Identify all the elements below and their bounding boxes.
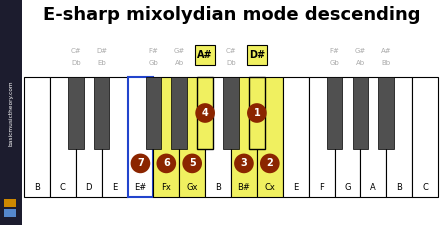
Text: A#: A# <box>197 50 213 60</box>
Text: D: D <box>85 184 92 193</box>
Bar <box>50 77 76 197</box>
Text: E: E <box>112 184 117 193</box>
Text: Ab: Ab <box>356 60 365 66</box>
Text: Cx: Cx <box>264 184 275 193</box>
Circle shape <box>182 154 202 173</box>
Bar <box>154 77 179 197</box>
Bar <box>378 77 394 149</box>
Bar <box>205 77 231 197</box>
Text: basicmusictheory.com: basicmusictheory.com <box>8 80 14 146</box>
Text: F#: F# <box>330 48 339 54</box>
Bar <box>249 77 264 149</box>
Bar <box>327 77 342 149</box>
Text: E: E <box>293 184 298 193</box>
Bar <box>4 209 16 217</box>
Circle shape <box>247 103 267 123</box>
Bar <box>102 77 128 197</box>
Bar <box>76 77 102 197</box>
Text: 1: 1 <box>253 108 260 118</box>
Bar <box>179 77 205 197</box>
Text: 6: 6 <box>163 158 170 168</box>
Text: Db: Db <box>226 60 236 66</box>
Bar <box>308 77 334 197</box>
Text: G#: G# <box>355 48 366 54</box>
Text: F: F <box>319 184 324 193</box>
Bar <box>146 77 161 149</box>
Text: C: C <box>60 184 66 193</box>
Circle shape <box>234 154 254 173</box>
Text: C#: C# <box>226 48 236 54</box>
Text: C: C <box>422 184 428 193</box>
Text: D#: D# <box>249 50 265 60</box>
Bar <box>283 77 308 197</box>
Text: E#: E# <box>134 184 147 193</box>
Text: 4: 4 <box>202 108 209 118</box>
Text: 5: 5 <box>189 158 195 168</box>
Text: D#: D# <box>96 48 107 54</box>
Bar <box>68 77 84 149</box>
Text: Fx: Fx <box>161 184 171 193</box>
Bar <box>24 77 50 197</box>
Text: Bb: Bb <box>381 60 391 66</box>
Text: Gx: Gx <box>187 184 198 193</box>
Text: B: B <box>34 184 40 193</box>
Text: A#: A# <box>381 48 392 54</box>
Text: Db: Db <box>71 60 81 66</box>
Text: Gb: Gb <box>149 60 158 66</box>
Text: F#: F# <box>148 48 158 54</box>
Text: 3: 3 <box>241 158 247 168</box>
Circle shape <box>131 154 150 173</box>
Text: G#: G# <box>174 48 185 54</box>
Bar <box>257 77 283 197</box>
Bar <box>4 199 16 207</box>
Bar <box>334 77 360 197</box>
Text: 2: 2 <box>267 158 273 168</box>
Bar <box>247 45 267 65</box>
Text: B: B <box>396 184 402 193</box>
Circle shape <box>195 103 215 123</box>
Text: Gb: Gb <box>330 60 339 66</box>
Text: Eb: Eb <box>97 60 106 66</box>
Text: Ab: Ab <box>175 60 184 66</box>
Bar <box>94 77 110 149</box>
Text: B#: B# <box>238 184 250 193</box>
Bar <box>360 77 386 197</box>
Bar <box>195 45 215 65</box>
Text: C#: C# <box>70 48 81 54</box>
Bar <box>386 77 412 197</box>
Circle shape <box>157 154 176 173</box>
Text: E-sharp mixolydian mode descending: E-sharp mixolydian mode descending <box>43 6 421 24</box>
Bar <box>352 77 368 149</box>
Bar <box>231 77 257 197</box>
Bar <box>223 77 239 149</box>
Bar <box>412 77 438 197</box>
Text: B: B <box>215 184 221 193</box>
Text: G: G <box>344 184 351 193</box>
Bar <box>128 77 154 197</box>
Bar <box>198 77 213 149</box>
Bar <box>172 77 187 149</box>
Text: 7: 7 <box>137 158 144 168</box>
Text: A: A <box>370 184 376 193</box>
Circle shape <box>260 154 280 173</box>
Bar <box>0 0 22 225</box>
